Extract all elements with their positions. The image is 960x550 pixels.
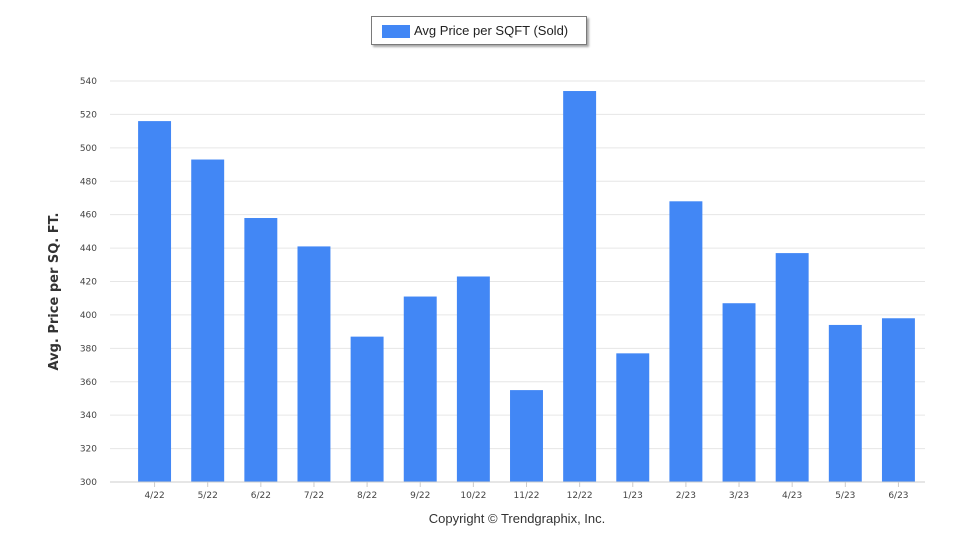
x-tick-label: 7/22 <box>304 491 324 501</box>
y-tick-label: 420 <box>80 278 97 288</box>
x-tick-label: 4/22 <box>144 491 164 501</box>
x-tick-label: 6/23 <box>888 491 908 501</box>
y-tick-label: 320 <box>80 445 97 455</box>
x-tick-label: 1/23 <box>623 491 643 501</box>
x-tick-label: 3/23 <box>729 491 749 501</box>
x-tick-label: 11/22 <box>514 491 540 501</box>
bar-6-23 <box>881 318 915 482</box>
x-tick-label: 5/22 <box>198 491 218 501</box>
y-tick-label: 520 <box>80 110 97 120</box>
y-tick-label: 500 <box>80 144 97 154</box>
bar-1-23 <box>616 353 650 482</box>
y-axis-title: Avg. Price per SQ. FT. <box>47 213 62 371</box>
bar-9-22 <box>403 296 437 482</box>
x-tick-label: 8/22 <box>357 491 377 501</box>
legend-swatch <box>382 25 410 38</box>
y-axis-ticks: 300 320 340 360 380 400 420 440 460 480 500 520 540 <box>80 77 97 488</box>
y-tick-label: 440 <box>80 244 97 254</box>
x-tick-label: 12/22 <box>567 491 593 501</box>
y-tick-label: 400 <box>80 311 97 321</box>
bar-8-22 <box>350 336 384 482</box>
x-tick-label: 9/22 <box>410 491 430 501</box>
x-tick-label: 6/22 <box>251 491 271 501</box>
bar-12-22 <box>563 91 597 483</box>
y-tick-label: 460 <box>80 211 97 221</box>
bar-4-22 <box>138 121 172 482</box>
bars <box>138 91 915 483</box>
x-tick-label: 10/22 <box>460 491 486 501</box>
bar-2-23 <box>669 201 703 483</box>
bar-11-22 <box>510 390 543 482</box>
x-tick-label: 4/23 <box>782 491 802 501</box>
bar-3-23 <box>722 303 756 482</box>
y-tick-label: 480 <box>80 177 97 187</box>
bar-5-23 <box>828 324 862 482</box>
x-tick-label: 2/23 <box>676 491 696 501</box>
x-tick-label: 5/23 <box>835 491 855 501</box>
bar-6-22 <box>244 218 278 482</box>
legend-label: Avg Price per SQFT (Sold) <box>414 23 569 38</box>
y-tick-label: 360 <box>80 378 97 388</box>
legend: Avg Price per SQFT (Sold) <box>371 16 587 45</box>
bar-4-23 <box>775 253 809 482</box>
bar-7-22 <box>297 246 331 482</box>
y-tick-label: 540 <box>80 77 97 87</box>
y-tick-label: 340 <box>80 411 97 421</box>
y-tick-label: 300 <box>80 478 97 488</box>
bar-10-22 <box>456 276 490 482</box>
y-tick-label: 380 <box>80 344 97 354</box>
x-axis-ticks: 4/22 5/22 6/22 7/22 8/22 9/22 10/22 11/22 12/22 1… <box>144 482 909 501</box>
bar-5-22 <box>191 159 225 482</box>
copyright-text: Copyright © Trendgraphix, Inc. <box>428 511 606 526</box>
